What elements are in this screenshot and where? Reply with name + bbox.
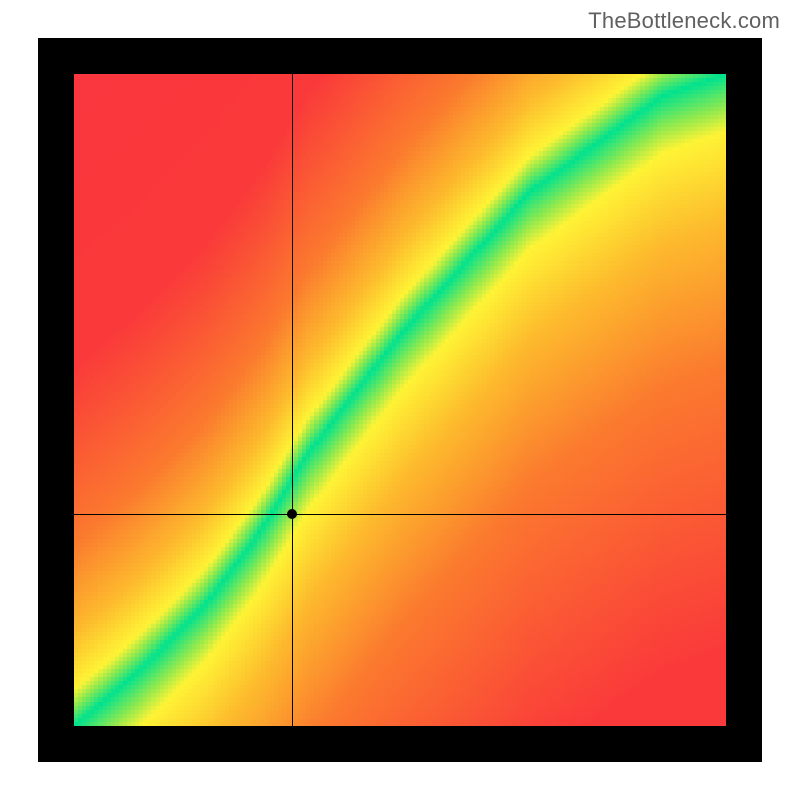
- bottleneck-heatmap-frame: [38, 38, 762, 762]
- bottleneck-heatmap-canvas: [38, 38, 762, 762]
- crosshair-horizontal: [74, 514, 726, 515]
- crosshair-dot: [287, 509, 297, 519]
- crosshair-vertical: [292, 74, 293, 726]
- watermark-text: TheBottleneck.com: [588, 8, 780, 34]
